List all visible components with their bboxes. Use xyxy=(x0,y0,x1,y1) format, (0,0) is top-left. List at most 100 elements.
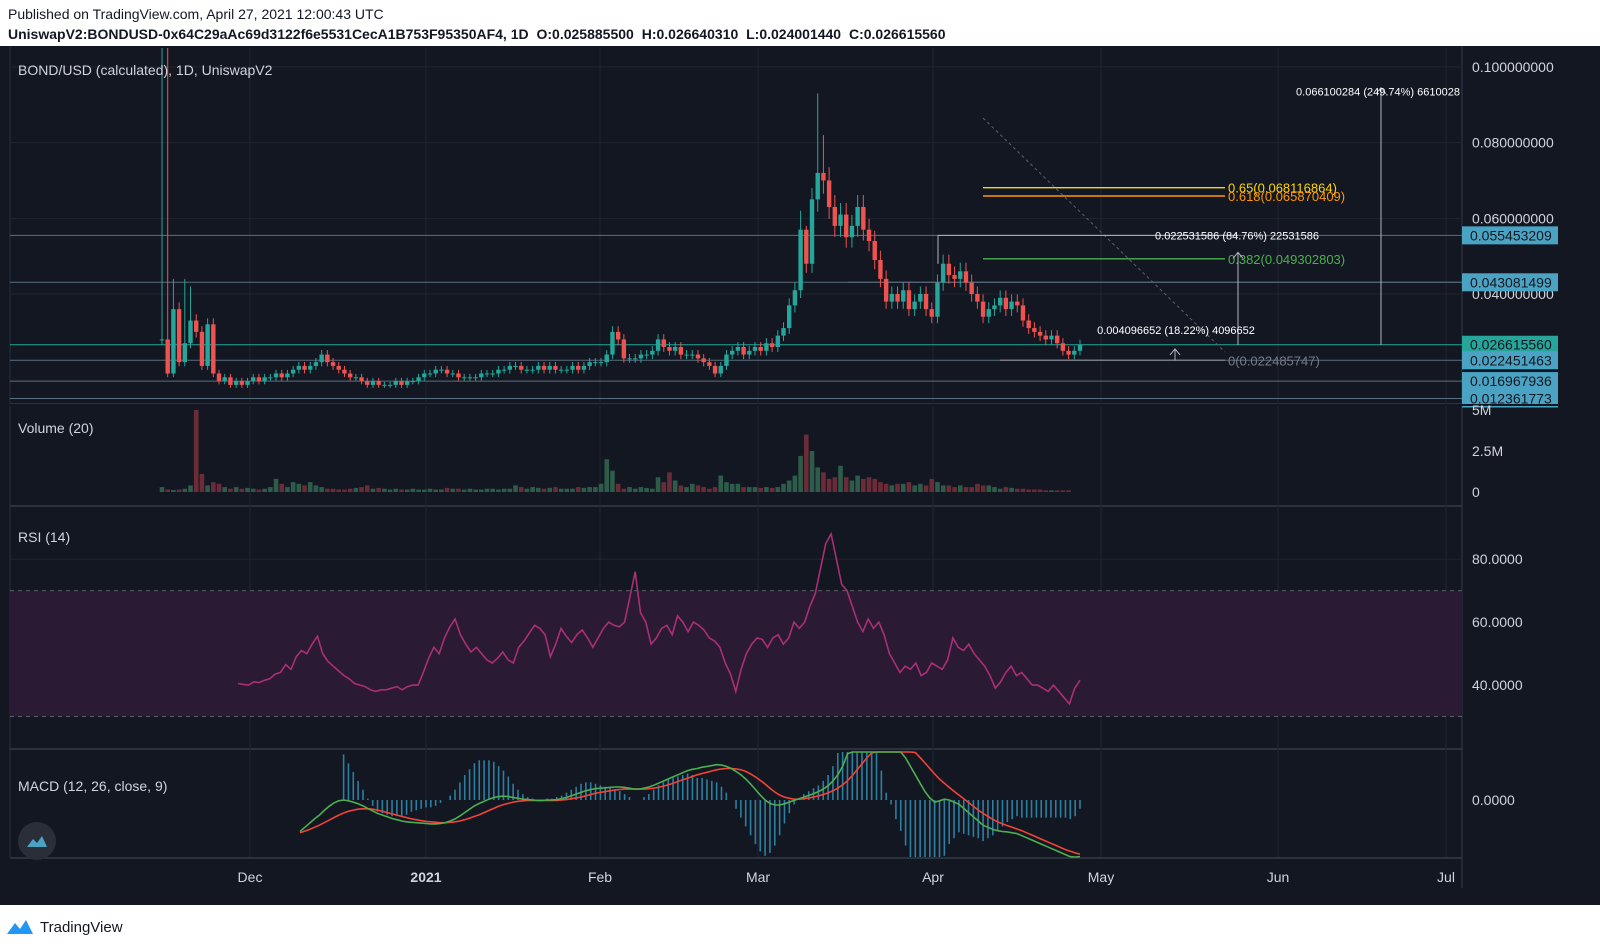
candle-body xyxy=(598,362,604,364)
volume-bar xyxy=(587,487,592,492)
candle-body xyxy=(330,362,336,366)
candle-body xyxy=(501,369,507,371)
price-pane[interactable]: 0.65(0.068116864)0.618(0.065870409) 0.382… xyxy=(10,48,1462,399)
volume-bar xyxy=(729,483,735,492)
candle-body xyxy=(182,343,188,363)
candle-body xyxy=(633,358,638,360)
volume-bar xyxy=(461,489,467,492)
candle-body xyxy=(416,377,421,382)
volume-bar xyxy=(804,434,809,492)
candle-body xyxy=(547,365,552,370)
candle-body xyxy=(855,206,860,226)
volume-bar xyxy=(490,488,496,492)
footer-brand[interactable]: TradingView xyxy=(6,918,123,936)
volume-bar xyxy=(598,483,604,492)
volume-bar xyxy=(233,487,239,492)
volume-bar xyxy=(410,488,416,492)
chart-canvas[interactable]: 0.65(0.068116864)0.618(0.065870409) 0.382… xyxy=(0,0,1600,905)
volume-bar xyxy=(912,485,917,492)
candle-body xyxy=(285,373,290,378)
price-label-box xyxy=(1462,335,1558,354)
volume-bar xyxy=(752,487,758,492)
volume-bar xyxy=(553,487,558,492)
volume-bar xyxy=(861,478,866,492)
candle-body xyxy=(667,347,672,351)
volume-bar xyxy=(832,477,838,492)
candle-body xyxy=(404,381,410,385)
candle-body xyxy=(672,347,678,351)
x-tick-label: Dec xyxy=(238,869,263,885)
volume-bar xyxy=(889,485,895,492)
candle-body xyxy=(695,354,701,359)
volume-bar xyxy=(1066,490,1071,492)
tradingview-badge-icon[interactable] xyxy=(18,822,56,860)
candle-body xyxy=(650,350,655,355)
volume-bar xyxy=(712,487,718,492)
volume-bar xyxy=(364,485,370,492)
candle-body xyxy=(576,365,581,370)
candle-body xyxy=(228,377,233,385)
candle-body xyxy=(365,381,370,385)
candle-body xyxy=(370,381,376,385)
volume-bar xyxy=(211,482,216,492)
candle-body xyxy=(290,369,296,374)
volume-bar xyxy=(393,488,399,492)
candle-body xyxy=(279,373,284,378)
macd-pane[interactable] xyxy=(299,751,1081,858)
candle-body xyxy=(581,365,587,370)
volume-bar xyxy=(895,483,900,492)
candle-body xyxy=(878,259,883,279)
volume-bar xyxy=(484,488,490,492)
candle-body xyxy=(815,172,820,200)
volume-bar xyxy=(940,485,946,492)
volume-bar xyxy=(182,488,188,492)
volume-bar xyxy=(273,478,279,492)
volume-bar xyxy=(313,485,319,492)
volume-bar xyxy=(980,485,986,492)
volume-pane[interactable] xyxy=(159,410,1071,492)
volume-bar xyxy=(781,483,786,492)
candle-body xyxy=(205,324,210,366)
rsi-pane[interactable] xyxy=(10,531,1462,718)
candle-body xyxy=(729,350,735,355)
candle-body xyxy=(1003,297,1009,310)
candle-body xyxy=(433,369,438,374)
candle-body xyxy=(661,339,666,348)
candle-body xyxy=(826,180,832,207)
ohlc-low: L:0.024001440 xyxy=(746,26,842,42)
candle-body xyxy=(804,229,809,264)
macd-pane-title: MACD (12, 26, close, 9) xyxy=(18,778,168,794)
tradingview-logo-icon xyxy=(7,920,33,934)
volume-bar xyxy=(325,488,330,492)
candle-body xyxy=(1015,301,1020,306)
volume-bar xyxy=(593,487,598,492)
candle-body xyxy=(159,339,165,341)
candle-body xyxy=(958,271,963,279)
x-tick-label: Jul xyxy=(1437,869,1455,885)
volume-bar xyxy=(627,487,632,492)
candle-body xyxy=(353,377,359,379)
volume-bar xyxy=(239,488,245,492)
volume-bar xyxy=(1037,489,1043,492)
volume-tick-label: 0 xyxy=(1472,484,1480,500)
candle-body xyxy=(1077,344,1083,351)
candle-body xyxy=(410,381,416,383)
candle-body xyxy=(211,324,216,374)
volume-bar xyxy=(376,487,381,492)
volume-bar xyxy=(382,488,387,492)
volume-bar xyxy=(342,489,347,492)
candle-body xyxy=(712,365,718,374)
volume-bar xyxy=(718,475,724,492)
volume-bar xyxy=(501,488,507,492)
candle-body xyxy=(325,354,330,363)
volume-bar xyxy=(672,480,678,492)
volume-bar xyxy=(518,487,524,492)
volume-bar xyxy=(701,487,706,492)
volume-bar xyxy=(957,485,963,492)
volume-bar xyxy=(786,480,792,492)
symbol-name: UniswapV2:BONDUSD-0x64C29aAc69d3122f6e55… xyxy=(8,26,529,42)
volume-bar xyxy=(963,487,969,492)
volume-bar xyxy=(279,483,285,492)
volume-bar xyxy=(724,482,729,492)
volume-bar xyxy=(558,488,564,492)
